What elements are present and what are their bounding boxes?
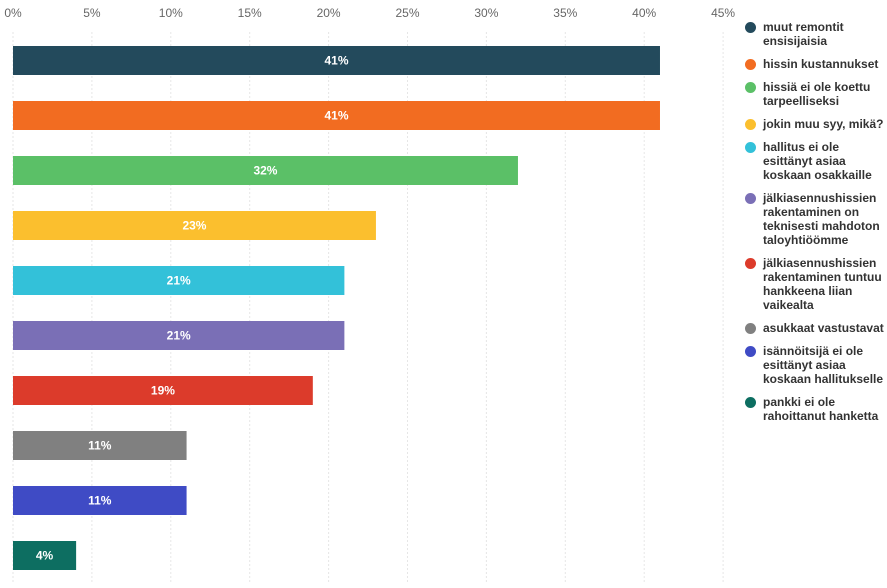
legend-marker-icon bbox=[745, 119, 756, 130]
x-tick-label: 25% bbox=[395, 6, 419, 20]
bar bbox=[13, 486, 187, 515]
legend-label: asukkaat vastustavat bbox=[763, 321, 884, 335]
bar bbox=[13, 321, 345, 350]
legend-marker-icon bbox=[745, 82, 756, 93]
legend-marker-icon bbox=[745, 193, 756, 204]
bar bbox=[13, 266, 345, 295]
legend-marker-icon bbox=[745, 22, 756, 33]
legend-marker-icon bbox=[745, 258, 756, 269]
legend-item[interactable]: pankki ei ole rahoittanut hanketta bbox=[745, 395, 885, 423]
bar-value-label: 21% bbox=[167, 329, 191, 343]
bar-value-label: 11% bbox=[88, 494, 112, 508]
bar-value-label: 23% bbox=[182, 219, 206, 233]
bars bbox=[13, 46, 660, 570]
bar bbox=[13, 211, 376, 240]
legend-item[interactable]: muut remontit ensisijaisia bbox=[745, 20, 885, 48]
bar bbox=[13, 46, 660, 75]
legend-marker-icon bbox=[745, 142, 756, 153]
bar bbox=[13, 431, 187, 460]
data-labels: 41% 41% 32% 23% 21% 21% 19% 11% 11% 4% bbox=[36, 54, 349, 563]
bar-value-label: 11% bbox=[88, 439, 112, 453]
legend-item[interactable]: asukkaat vastustavat bbox=[745, 321, 885, 335]
bar-chart: 0% 5% 10% 15% 20% 25% 30% 35% 40% 45% 41% 41% 32% 23… bbox=[4, 6, 735, 583]
x-tick-label: 30% bbox=[474, 6, 498, 20]
legend-item[interactable]: hallitus ei ole esittänyt asiaa koskaan … bbox=[745, 140, 885, 182]
legend: muut remontit ensisijaisia hissin kustann… bbox=[745, 20, 885, 432]
legend-item[interactable]: jälkiasennushissien rakentaminen tuntuu … bbox=[745, 256, 885, 312]
legend-item[interactable]: jälkiasennushissien rakentaminen on tekn… bbox=[745, 191, 885, 247]
bar bbox=[13, 156, 518, 185]
legend-item[interactable]: isännöitsijä ei ole esittänyt asiaa kosk… bbox=[745, 344, 885, 386]
bar-value-label: 41% bbox=[324, 109, 348, 123]
legend-label: hallitus ei ole esittänyt asiaa koskaan … bbox=[763, 140, 872, 182]
legend-marker-icon bbox=[745, 346, 756, 357]
legend-label: hissiä ei ole koettu tarpeelliseksi bbox=[763, 80, 871, 108]
bar-value-label: 19% bbox=[151, 384, 175, 398]
legend-item[interactable]: hissiä ei ole koettu tarpeelliseksi bbox=[745, 80, 885, 108]
bar-value-label: 21% bbox=[167, 274, 191, 288]
legend-label: jälkiasennushissien rakentaminen tuntuu … bbox=[763, 256, 882, 312]
legend-marker-icon bbox=[745, 59, 756, 70]
legend-label: jälkiasennushissien rakentaminen on tekn… bbox=[763, 191, 880, 247]
x-tick-label: 45% bbox=[711, 6, 735, 20]
x-tick-label: 35% bbox=[553, 6, 577, 20]
bar-value-label: 32% bbox=[253, 164, 277, 178]
legend-marker-icon bbox=[745, 323, 756, 334]
legend-label: jokin muu syy, mikä? bbox=[763, 117, 884, 131]
bar bbox=[13, 376, 313, 405]
x-tick-label: 10% bbox=[159, 6, 183, 20]
x-axis-ticks: 0% 5% 10% 15% 20% 25% 30% 35% 40% 45% bbox=[4, 6, 735, 20]
legend-marker-icon bbox=[745, 397, 756, 408]
bar bbox=[13, 101, 660, 130]
legend-item[interactable]: jokin muu syy, mikä? bbox=[745, 117, 885, 131]
legend-label: isännöitsijä ei ole esittänyt asiaa kosk… bbox=[763, 344, 884, 386]
x-tick-label: 20% bbox=[317, 6, 341, 20]
x-tick-label: 15% bbox=[238, 6, 262, 20]
bar-value-label: 41% bbox=[324, 54, 348, 68]
bar-value-label: 4% bbox=[36, 549, 54, 563]
bar bbox=[13, 541, 77, 570]
legend-label: hissin kustannukset bbox=[763, 57, 879, 71]
x-tick-label: 5% bbox=[83, 6, 101, 20]
legend-label: muut remontit ensisijaisia bbox=[763, 20, 844, 48]
x-tick-label: 40% bbox=[632, 6, 656, 20]
legend-item[interactable]: hissin kustannukset bbox=[745, 57, 885, 71]
x-tick-label: 0% bbox=[4, 6, 22, 20]
legend-label: pankki ei ole rahoittanut hanketta bbox=[763, 395, 879, 423]
